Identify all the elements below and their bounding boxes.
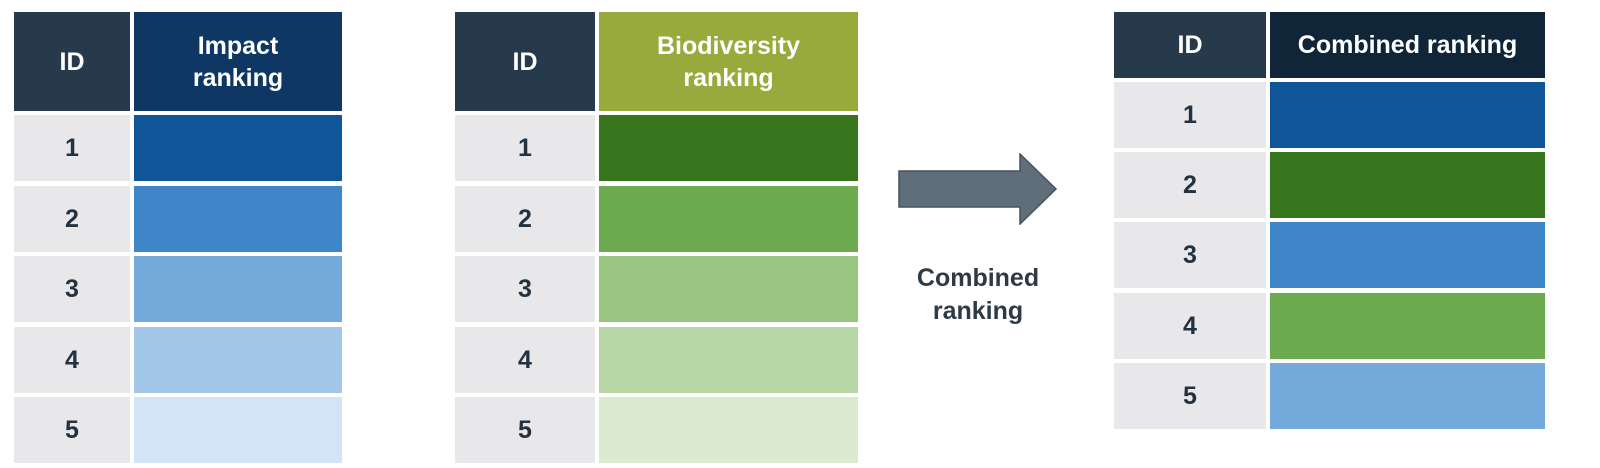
rank-color-swatch bbox=[1270, 363, 1545, 429]
arrow-caption-label: Combined ranking bbox=[916, 264, 1040, 325]
rank-color-swatch bbox=[599, 115, 858, 181]
rank-color-swatch bbox=[599, 256, 858, 322]
rank-color-swatch bbox=[1270, 293, 1545, 359]
table1-id-header: ID bbox=[14, 12, 130, 111]
row-id-cell: 3 bbox=[14, 256, 130, 322]
row-id-cell: 2 bbox=[1114, 152, 1266, 218]
row-id-cell: 3 bbox=[1114, 222, 1266, 288]
rank-color-swatch bbox=[1270, 222, 1545, 288]
row-id-cell: 2 bbox=[14, 186, 130, 252]
row-id-cell: 5 bbox=[455, 397, 595, 463]
combined-ranking-header: Combined ranking bbox=[1270, 12, 1545, 78]
row-id-cell: 5 bbox=[14, 397, 130, 463]
row-id-cell: 1 bbox=[455, 115, 595, 181]
row-id-cell: 1 bbox=[1114, 82, 1266, 148]
impact-ranking-header-label: Impact ranking bbox=[192, 31, 284, 92]
rank-color-swatch bbox=[1270, 152, 1545, 218]
row-id-cell: 4 bbox=[1114, 293, 1266, 359]
table2-id-header-label: ID bbox=[512, 47, 538, 76]
rank-color-swatch bbox=[1270, 82, 1545, 148]
row-id-cell: 4 bbox=[14, 327, 130, 393]
rank-color-swatch bbox=[599, 397, 858, 463]
row-id-cell: 4 bbox=[455, 327, 595, 393]
row-id-cell: 2 bbox=[455, 186, 595, 252]
row-id-cell: 1 bbox=[14, 115, 130, 181]
table3-id-header-label: ID bbox=[1177, 31, 1203, 59]
rank-color-swatch bbox=[134, 397, 342, 463]
row-id-cell: 3 bbox=[455, 256, 595, 322]
impact-ranking-header: Impact ranking bbox=[134, 12, 342, 111]
rank-color-swatch bbox=[134, 186, 342, 252]
arrow-caption: Combined ranking bbox=[890, 262, 1066, 328]
rank-color-swatch bbox=[599, 327, 858, 393]
biodiversity-ranking-header-label: Biodiversity ranking bbox=[656, 31, 801, 92]
rank-color-swatch bbox=[599, 186, 858, 252]
row-id-cell: 5 bbox=[1114, 363, 1266, 429]
right-arrow-icon bbox=[898, 153, 1058, 225]
combined-ranking-header-label: Combined ranking bbox=[1297, 31, 1518, 59]
rank-color-swatch bbox=[134, 327, 342, 393]
table2-id-header: ID bbox=[455, 12, 595, 111]
rank-color-swatch bbox=[134, 115, 342, 181]
table3-id-header: ID bbox=[1114, 12, 1266, 78]
biodiversity-ranking-header: Biodiversity ranking bbox=[599, 12, 858, 111]
rank-color-swatch bbox=[134, 256, 342, 322]
table1-id-header-label: ID bbox=[59, 47, 85, 76]
